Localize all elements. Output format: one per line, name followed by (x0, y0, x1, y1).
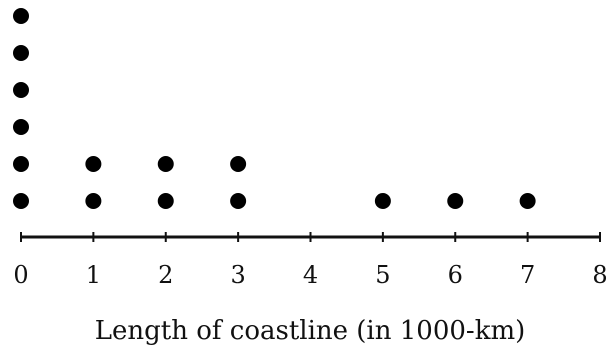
data-dot (519, 193, 536, 209)
x-tick-label: 7 (520, 261, 535, 289)
data-dot (13, 45, 29, 61)
data-dot (13, 8, 29, 24)
data-dot (13, 193, 29, 209)
data-dot (230, 193, 247, 209)
data-dot (13, 156, 29, 172)
data-dot (230, 156, 247, 172)
data-dot (157, 193, 174, 209)
x-tick-label: 0 (13, 261, 28, 289)
x-axis-ticks: 0 1 2 3 4 5 6 7 8 (13, 232, 608, 289)
x-tick-label: 2 (158, 261, 173, 289)
x-tick-label: 5 (375, 261, 390, 289)
data-dot (85, 156, 102, 172)
data-dot (157, 156, 174, 172)
x-tick-label: 6 (448, 261, 463, 289)
dots-layer (13, 8, 536, 209)
x-tick-label: 3 (230, 261, 245, 289)
data-dot (374, 193, 391, 209)
data-dot (85, 193, 102, 209)
x-axis-label: Length of coastline (in 1000-km) (95, 316, 526, 346)
x-tick-label: 1 (86, 261, 101, 289)
x-tick-label: 4 (303, 261, 318, 289)
x-tick-label: 8 (592, 261, 607, 289)
data-dot (13, 82, 29, 98)
data-dot (447, 193, 464, 209)
data-dot (13, 119, 29, 135)
